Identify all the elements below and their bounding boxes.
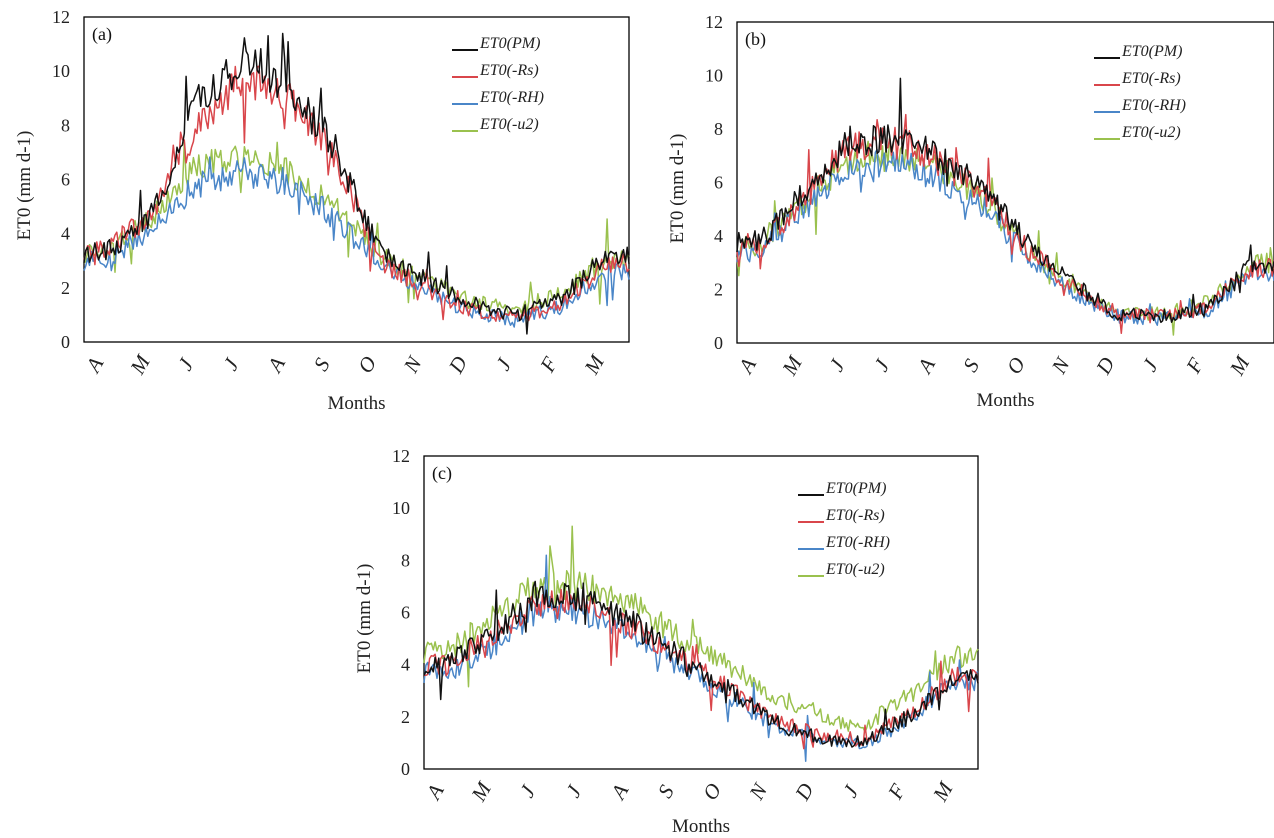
- y-tick-label: 4: [714, 226, 723, 246]
- series-line-et0-u2-: [83, 141, 630, 316]
- x-tick-label: O: [353, 352, 381, 377]
- x-tick-label: F: [883, 780, 911, 804]
- y-tick-label: 12: [392, 446, 410, 466]
- x-tick-label: J: [173, 353, 199, 375]
- legend-entry: ET0(-u2): [825, 561, 885, 578]
- x-tick-label: J: [838, 780, 864, 802]
- y-tick-label: 0: [714, 333, 723, 353]
- x-tick-label: J: [869, 354, 895, 376]
- legend-entry: ET0(PM): [479, 35, 540, 52]
- x-axis-label: Months: [976, 390, 1034, 411]
- x-tick-label: A: [420, 780, 448, 805]
- legend-entry: ET0(-RH): [1121, 97, 1186, 114]
- x-axis-label: Months: [672, 816, 730, 837]
- x-tick-label: N: [398, 352, 427, 378]
- x-tick-label: F: [535, 353, 563, 377]
- legend-entry: ET0(-Rs): [479, 62, 539, 79]
- y-tick-label: 8: [401, 550, 410, 570]
- x-tick-label: F: [1181, 354, 1209, 378]
- y-tick-label: 2: [714, 280, 723, 300]
- x-tick-label: J: [491, 353, 517, 375]
- panel-label: (c): [432, 463, 452, 484]
- y-axis-label: ET0 (mm d-1): [354, 564, 375, 674]
- y-tick-label: 4: [401, 655, 410, 675]
- series-line-et0-pm-: [83, 32, 630, 335]
- y-tick-label: 8: [61, 115, 70, 135]
- plot-frame: [423, 455, 979, 770]
- x-tick-label: S: [653, 781, 679, 803]
- x-tick-label: J: [218, 353, 244, 375]
- panel-label: (b): [745, 29, 766, 50]
- x-tick-label: J: [824, 354, 850, 376]
- series-line-et0-pm-: [736, 77, 1274, 324]
- y-tick-label: 6: [61, 170, 70, 190]
- y-tick-label: 2: [61, 278, 70, 298]
- y-tick-label: 10: [705, 66, 723, 86]
- panel-label: (a): [92, 24, 112, 45]
- x-tick-label: M: [1224, 351, 1255, 380]
- legend-entry: ET0(-u2): [479, 116, 539, 133]
- x-tick-label: D: [1091, 353, 1120, 379]
- x-tick-label: A: [605, 780, 633, 805]
- legend-entry: ET0(PM): [1121, 43, 1182, 60]
- y-tick-label: 0: [61, 332, 70, 352]
- plot-frame: [736, 21, 1274, 344]
- x-tick-label: A: [912, 354, 940, 379]
- x-tick-label: S: [309, 354, 335, 376]
- legend-entry: ET0(-RH): [825, 534, 890, 551]
- legend-entry: ET0(-u2): [1121, 124, 1181, 141]
- y-tick-label: 10: [52, 61, 70, 81]
- y-tick-label: 6: [401, 603, 410, 623]
- x-tick-label: A: [262, 353, 290, 378]
- x-tick-label: A: [733, 354, 761, 379]
- x-tick-label: A: [80, 353, 108, 378]
- x-tick-label: M: [125, 350, 156, 379]
- y-tick-label: 0: [401, 759, 410, 779]
- legend-entry: ET0(-Rs): [825, 507, 885, 524]
- y-tick-label: 6: [714, 173, 723, 193]
- legend-entry: ET0(PM): [825, 480, 886, 497]
- x-tick-label: J: [561, 780, 587, 802]
- x-tick-label: D: [443, 352, 472, 378]
- x-tick-label: J: [515, 780, 541, 802]
- x-tick-label: O: [698, 779, 726, 804]
- x-tick-label: O: [1002, 353, 1030, 378]
- x-tick-label: D: [790, 779, 819, 805]
- x-tick-label: S: [958, 355, 984, 377]
- legend-entry: ET0(-Rs): [1121, 70, 1181, 87]
- x-tick-label: N: [1046, 353, 1075, 379]
- x-tick-label: M: [579, 350, 610, 379]
- y-axis-label: ET0 (mm d-1): [667, 134, 688, 244]
- legend-entry: ET0(-RH): [479, 89, 544, 106]
- y-tick-label: 10: [392, 498, 410, 518]
- y-tick-label: 2: [401, 707, 410, 727]
- x-axis-label: Months: [327, 393, 385, 414]
- x-tick-label: M: [928, 777, 959, 806]
- y-tick-label: 4: [61, 224, 70, 244]
- series-line-et0-pm-: [423, 580, 979, 748]
- y-tick-label: 12: [52, 7, 70, 27]
- y-tick-label: 8: [714, 119, 723, 139]
- series-line-et0-rh-: [423, 554, 979, 762]
- x-tick-label: N: [744, 779, 773, 805]
- x-tick-label: M: [466, 777, 497, 806]
- x-tick-label: J: [1137, 354, 1163, 376]
- plot-frame: [83, 16, 630, 343]
- y-axis-label: ET0 (mm d-1): [14, 131, 35, 241]
- y-tick-label: 12: [705, 12, 723, 32]
- x-tick-label: M: [777, 351, 808, 380]
